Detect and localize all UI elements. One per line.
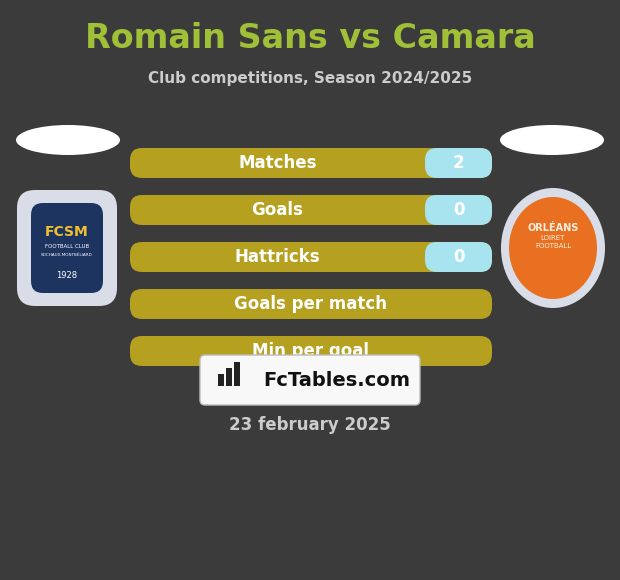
Ellipse shape [16,125,120,155]
FancyBboxPatch shape [130,242,492,272]
Text: ORLÉANS: ORLÉANS [528,223,578,233]
Bar [218,374,224,386]
Text: 1928: 1928 [56,271,78,281]
Text: Min per goal: Min per goal [252,342,370,360]
Text: FcTables.com: FcTables.com [263,372,410,390]
FancyBboxPatch shape [425,242,492,272]
Ellipse shape [500,125,604,155]
Text: Hattricks: Hattricks [235,248,321,266]
Bar [226,368,232,386]
Ellipse shape [501,188,605,308]
Text: LOIRET: LOIRET [541,235,565,241]
Text: Matches: Matches [238,154,317,172]
Text: 2: 2 [453,154,464,172]
FancyBboxPatch shape [130,336,492,366]
FancyBboxPatch shape [425,195,492,225]
Text: Goals per match: Goals per match [234,295,388,313]
FancyBboxPatch shape [31,203,103,293]
Text: Romain Sans vs Camara: Romain Sans vs Camara [84,21,536,55]
Text: 0: 0 [453,248,464,266]
Text: SOCHAUX-MONTBÉLIARD: SOCHAUX-MONTBÉLIARD [41,253,93,257]
Text: FCSM: FCSM [45,225,89,239]
FancyBboxPatch shape [130,148,492,178]
Text: FOOTBALL: FOOTBALL [535,243,571,249]
FancyBboxPatch shape [17,190,117,306]
FancyBboxPatch shape [130,195,492,225]
Text: 0: 0 [453,201,464,219]
Text: Goals: Goals [252,201,303,219]
Text: 23 february 2025: 23 february 2025 [229,416,391,434]
Text: Club competitions, Season 2024/2025: Club competitions, Season 2024/2025 [148,71,472,85]
FancyBboxPatch shape [425,148,492,178]
Bar [234,362,240,386]
Ellipse shape [509,197,597,299]
Text: FOOTBALL CLUB: FOOTBALL CLUB [45,244,89,248]
FancyBboxPatch shape [200,355,420,405]
FancyBboxPatch shape [130,289,492,319]
